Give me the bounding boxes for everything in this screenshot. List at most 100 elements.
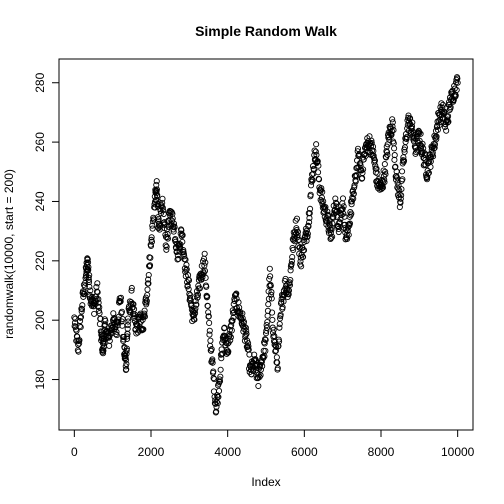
data-point	[128, 284, 135, 292]
data-point	[78, 305, 85, 312]
data-point	[79, 302, 86, 309]
data-point	[191, 316, 198, 323]
y-tick-label: 200	[33, 310, 47, 330]
data-point	[294, 228, 301, 235]
axes: 0 2000 4000 6000 8000 10000 180 200 220 240 260 280	[33, 72, 475, 459]
data-point	[113, 328, 120, 335]
data-point	[268, 295, 275, 302]
data-point	[339, 195, 347, 202]
data-point	[209, 356, 216, 363]
data-point	[381, 161, 388, 168]
data-point	[149, 225, 156, 232]
data-point	[241, 326, 248, 333]
data-point	[245, 343, 252, 350]
data-point	[306, 210, 313, 217]
data-point	[114, 322, 121, 329]
data-point	[180, 247, 187, 254]
data-point	[353, 172, 360, 179]
data-point	[359, 169, 366, 177]
data-point	[206, 327, 213, 334]
data-point	[382, 171, 389, 178]
data-point	[243, 327, 250, 335]
data-point	[147, 242, 155, 250]
data-point	[236, 304, 243, 311]
data-point	[431, 144, 438, 151]
data-point	[454, 79, 461, 86]
data-point	[158, 203, 165, 210]
data-point	[352, 178, 359, 185]
data-point	[290, 246, 297, 254]
data-point	[261, 340, 268, 347]
data-point	[425, 169, 432, 176]
data-point	[71, 319, 79, 326]
data-point	[203, 283, 210, 290]
data-point	[447, 104, 454, 111]
y-tick-label: 280	[33, 72, 47, 92]
data-point	[416, 129, 423, 137]
data-point	[194, 294, 201, 301]
data-point	[433, 133, 440, 140]
data-point	[75, 348, 82, 355]
data-point	[125, 318, 132, 325]
data-point	[76, 337, 83, 344]
x-axis-label: Index	[251, 475, 280, 489]
data-point	[335, 228, 342, 236]
data-point	[331, 206, 339, 213]
data-point	[267, 282, 274, 289]
data-point	[245, 340, 252, 347]
data-point	[268, 291, 275, 298]
data-point	[318, 194, 325, 201]
data-point	[276, 338, 283, 345]
data-point	[441, 108, 448, 115]
data-point	[118, 308, 125, 315]
data-point	[153, 181, 160, 188]
data-point	[163, 246, 170, 253]
data-point	[213, 408, 220, 415]
data-point	[348, 201, 355, 208]
data-point	[340, 203, 347, 210]
data-point	[77, 324, 84, 331]
data-point	[173, 248, 180, 255]
data-point	[227, 334, 234, 341]
data-point	[374, 170, 381, 177]
data-point	[381, 176, 388, 183]
data-point	[370, 147, 377, 154]
data-point	[205, 309, 212, 316]
data-point	[353, 172, 360, 179]
data-point	[208, 346, 215, 353]
data-point	[262, 336, 269, 343]
data-point	[443, 127, 450, 134]
data-point	[183, 266, 190, 273]
data-point	[123, 356, 130, 363]
data-point	[417, 130, 424, 137]
data-point	[451, 85, 458, 92]
y-tick-label: 180	[33, 369, 47, 389]
data-point	[427, 158, 434, 165]
data-point	[229, 317, 236, 324]
data-point	[171, 224, 178, 231]
data-point	[185, 277, 193, 284]
data-point	[97, 315, 104, 322]
data-point	[328, 224, 335, 231]
data-point	[243, 330, 250, 337]
data-point	[185, 276, 192, 283]
data-point	[174, 252, 181, 259]
data-point	[368, 137, 375, 144]
x-tick-label: 10000	[441, 445, 475, 459]
data-point	[124, 322, 131, 329]
data-point	[153, 186, 160, 193]
y-tick-label: 260	[33, 132, 47, 152]
data-point	[329, 233, 336, 240]
data-point	[453, 86, 460, 94]
data-point	[270, 326, 277, 333]
data-point	[289, 253, 296, 261]
data-point	[186, 291, 193, 298]
data-point	[309, 177, 316, 184]
x-tick-label: 0	[71, 445, 78, 459]
data-point	[183, 261, 190, 268]
data-point	[274, 365, 281, 372]
data-point	[329, 220, 336, 227]
data-point	[177, 230, 184, 237]
x-tick-label: 2000	[138, 445, 165, 459]
data-point	[106, 337, 113, 344]
